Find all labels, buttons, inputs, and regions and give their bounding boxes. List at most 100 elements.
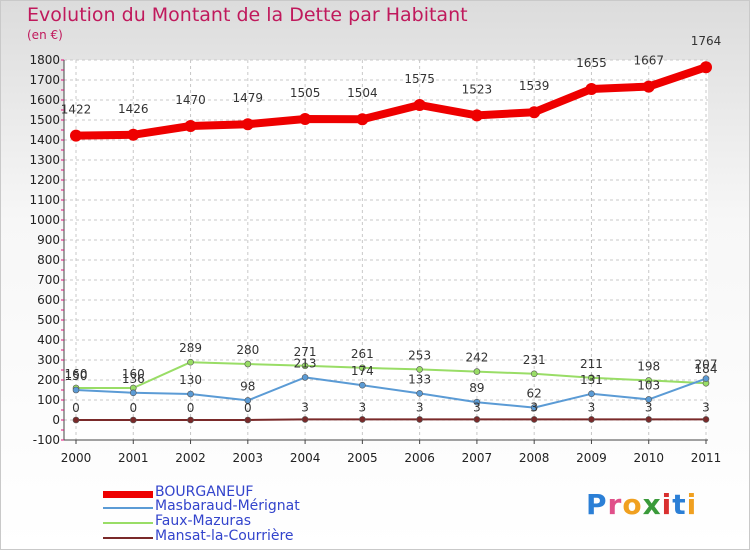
data-label-bourganeuf: 1470 [175, 93, 206, 107]
legend-swatch [103, 522, 153, 524]
data-label-faux-mazuras: 280 [236, 343, 259, 357]
data-point-bourganeuf [470, 109, 483, 122]
data-point-mansat-la-courri-re [244, 416, 252, 424]
data-point-bourganeuf [299, 113, 312, 125]
y-tick-label: 1700 [29, 73, 60, 87]
y-tick-label: 200 [37, 373, 60, 387]
data-point-mansat-la-courri-re [416, 416, 423, 423]
data-label-mansat-la-courri-re: 3 [530, 400, 538, 414]
data-point-faux-mazuras [416, 366, 423, 373]
y-tick-label: 1800 [29, 53, 60, 67]
data-label-faux-mazuras: 160 [65, 367, 88, 381]
data-label-faux-mazuras: 211 [580, 357, 603, 371]
data-point-bourganeuf [585, 83, 598, 95]
data-label-faux-mazuras: 231 [523, 353, 546, 367]
data-label-bourganeuf: 1575 [404, 72, 435, 86]
series-line-bourganeuf [75, 63, 708, 140]
data-label-bourganeuf: 1655 [576, 56, 607, 70]
y-tick-label: 1100 [29, 193, 60, 207]
y-tick-label: 900 [37, 233, 60, 247]
data-label-mansat-la-courri-re: 3 [416, 400, 424, 414]
data-label-mansat-la-courri-re: 3 [301, 400, 309, 414]
data-point-mansat-la-courri-re [588, 416, 595, 423]
data-point-bourganeuf [700, 61, 712, 74]
series-line-faux-mazuras [76, 361, 707, 389]
data-point-mansat-la-courri-re [645, 416, 653, 423]
data-label-masbaraud-m-rignat: 131 [580, 373, 603, 387]
data-label-bourganeuf: 1422 [61, 103, 92, 117]
data-label-bourganeuf: 1505 [290, 86, 321, 100]
data-label-faux-mazuras: 184 [695, 362, 718, 376]
data-point-masbaraud-m-rignat [301, 374, 309, 381]
x-tick-label: 2000 [61, 451, 92, 465]
data-point-masbaraud-m-rignat [702, 375, 710, 382]
data-point-faux-mazuras [244, 360, 252, 368]
x-tick-label: 2001 [118, 451, 149, 465]
data-point-faux-mazuras [645, 377, 653, 384]
data-point-masbaraud-m-rignat [244, 397, 252, 404]
logo-letter: t [672, 488, 687, 521]
legend-label: Faux-Mazuras [155, 513, 252, 529]
legend-swatch [103, 490, 153, 498]
data-point-mansat-la-courri-re [72, 416, 80, 424]
data-point-faux-mazuras [301, 362, 309, 370]
data-point-masbaraud-m-rignat [645, 396, 653, 403]
data-point-faux-mazuras [530, 370, 538, 378]
data-point-faux-mazuras [588, 374, 595, 382]
data-label-bourganeuf: 1426 [118, 102, 149, 116]
x-tick-label: 2008 [519, 451, 550, 465]
data-label-faux-mazuras: 271 [294, 345, 317, 359]
data-point-mansat-la-courri-re [473, 416, 481, 423]
y-tick-label: 0 [52, 413, 60, 427]
logo-letter: r [607, 488, 623, 521]
data-label-faux-mazuras: 261 [351, 347, 374, 361]
data-point-faux-mazuras [473, 368, 481, 375]
data-point-bourganeuf [184, 120, 197, 132]
data-point-mansat-la-courri-re [129, 416, 137, 424]
x-tick-label: 2005 [347, 451, 378, 465]
data-point-bourganeuf [70, 129, 82, 142]
y-tick-label: 600 [37, 293, 60, 307]
legend-label: Mansat-la-Courrière [155, 528, 294, 544]
y-tick-label: 300 [37, 353, 60, 367]
data-point-masbaraud-m-rignat [473, 398, 481, 406]
data-label-mansat-la-courri-re: 3 [702, 400, 710, 414]
data-label-faux-mazuras: 198 [637, 359, 660, 373]
y-tick-label: 100 [37, 393, 60, 407]
data-label-bourganeuf: 1479 [233, 91, 264, 105]
data-label-masbaraud-m-rignat: 89 [469, 381, 484, 395]
data-label-mansat-la-courri-re: 0 [72, 401, 80, 415]
x-tick-label: 2009 [576, 451, 607, 465]
data-label-masbaraud-m-rignat: 103 [637, 378, 660, 392]
y-tick-label: 1400 [29, 133, 60, 147]
data-point-mansat-la-courri-re [530, 416, 538, 423]
data-label-masbaraud-m-rignat: 98 [240, 379, 255, 393]
x-tick-label: 2010 [633, 451, 664, 465]
data-label-masbaraud-m-rignat: 150 [65, 369, 88, 383]
data-label-mansat-la-courri-re: 0 [244, 401, 252, 415]
y-tick-label: 700 [37, 273, 60, 287]
data-point-mansat-la-courri-re [359, 416, 366, 423]
data-label-faux-mazuras: 289 [179, 341, 202, 355]
data-point-mansat-la-courri-re [187, 416, 194, 424]
logo-letter: i [686, 488, 698, 521]
data-label-masbaraud-m-rignat: 136 [122, 372, 145, 386]
y-tick-label: 400 [37, 333, 60, 347]
y-tick-label: -100 [33, 433, 60, 447]
y-tick-label: 1600 [29, 93, 60, 107]
data-label-mansat-la-courri-re: 3 [359, 400, 367, 414]
data-point-bourganeuf [642, 80, 655, 93]
data-label-mansat-la-courri-re: 3 [588, 400, 596, 414]
data-label-faux-mazuras: 242 [465, 351, 488, 365]
x-tick-label: 2006 [404, 451, 435, 465]
data-point-masbaraud-m-rignat [187, 390, 194, 398]
data-label-bourganeuf: 1667 [633, 54, 664, 68]
data-label-masbaraud-m-rignat: 213 [294, 356, 317, 370]
legend-swatch [103, 537, 153, 539]
data-label-mansat-la-courri-re: 3 [473, 400, 481, 414]
y-tick-label: 1000 [29, 213, 60, 227]
data-label-bourganeuf: 1523 [462, 82, 493, 96]
x-tick-label: 2003 [233, 451, 264, 465]
data-label-bourganeuf: 1504 [347, 86, 378, 100]
data-label-masbaraud-m-rignat: 130 [179, 373, 202, 387]
